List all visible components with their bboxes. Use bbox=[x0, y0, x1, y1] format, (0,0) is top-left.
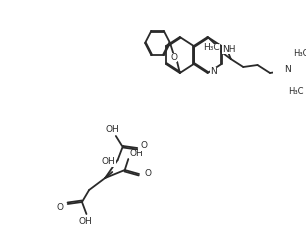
Text: NH: NH bbox=[222, 45, 235, 54]
Text: OH: OH bbox=[102, 158, 116, 167]
Text: H₃C: H₃C bbox=[203, 43, 219, 53]
Text: OH: OH bbox=[129, 149, 143, 159]
Text: H₃C: H₃C bbox=[293, 49, 306, 59]
Text: N: N bbox=[284, 66, 291, 74]
Text: O: O bbox=[141, 141, 148, 150]
Text: O: O bbox=[56, 202, 63, 212]
Text: OH: OH bbox=[105, 126, 119, 134]
Text: OH: OH bbox=[79, 216, 92, 226]
Text: H₃C: H₃C bbox=[288, 87, 303, 95]
Text: O: O bbox=[170, 53, 177, 61]
Text: N: N bbox=[210, 67, 217, 75]
Text: O: O bbox=[144, 168, 151, 178]
